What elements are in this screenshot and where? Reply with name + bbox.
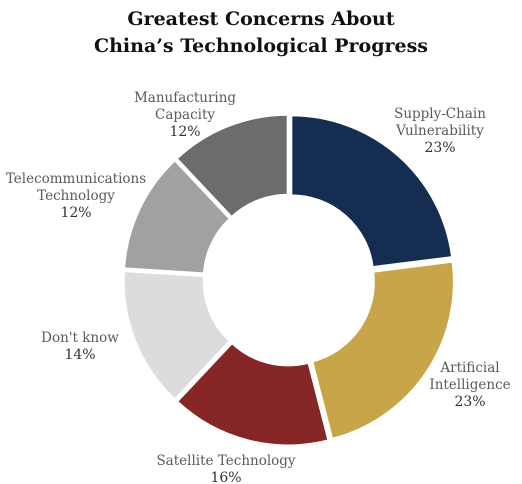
slice-value-supply-chain-vulnerability: 23% <box>424 140 455 156</box>
donut-slices <box>122 113 455 447</box>
slice-label-manufacturing-capacity-line-1: Manufacturing <box>134 90 236 106</box>
slice-label-artificial-intelligence-line-1: Artificial <box>439 360 499 376</box>
slice-label-supply-chain-vulnerability-line-2: Vulnerability <box>395 123 484 139</box>
slice-label-don-t-know-line-1: Don't know <box>41 330 119 346</box>
slice-value-manufacturing-capacity: 12% <box>169 124 200 140</box>
slice-label-telecommunications-technology-line-2: Technology <box>37 188 115 204</box>
slice-satellite-technology <box>175 341 330 447</box>
slice-labels: Supply-ChainVulnerability23%ArtificialIn… <box>6 90 511 484</box>
slice-label-artificial-intelligence-line-2: Intelligence <box>429 377 510 393</box>
chart-title-line-1: Greatest Concerns About <box>127 8 395 30</box>
slice-value-telecommunications-technology: 12% <box>60 205 91 221</box>
slice-manufacturing-capacity <box>175 113 289 219</box>
slice-label-telecommunications-technology-line-1: Telecommunications <box>6 171 146 187</box>
slice-supply-chain-vulnerability <box>290 114 454 269</box>
slice-value-artificial-intelligence: 23% <box>454 394 485 410</box>
slice-label-supply-chain-vulnerability-line-1: Supply-Chain <box>394 106 486 122</box>
slice-don-t-know <box>122 270 232 401</box>
chart-title-line-2: China’s Technological Progress <box>94 35 428 57</box>
slice-label-manufacturing-capacity-line-2: Capacity <box>155 107 215 123</box>
chart-title: Greatest Concerns About China’s Technolo… <box>0 6 522 60</box>
slice-label-satellite-technology-line-1: Satellite Technology <box>156 453 295 469</box>
slice-telecommunications-technology <box>123 159 232 275</box>
slice-value-satellite-technology: 16% <box>210 470 241 484</box>
slice-artificial-intelligence <box>311 260 455 441</box>
slice-value-don-t-know: 14% <box>64 347 95 363</box>
